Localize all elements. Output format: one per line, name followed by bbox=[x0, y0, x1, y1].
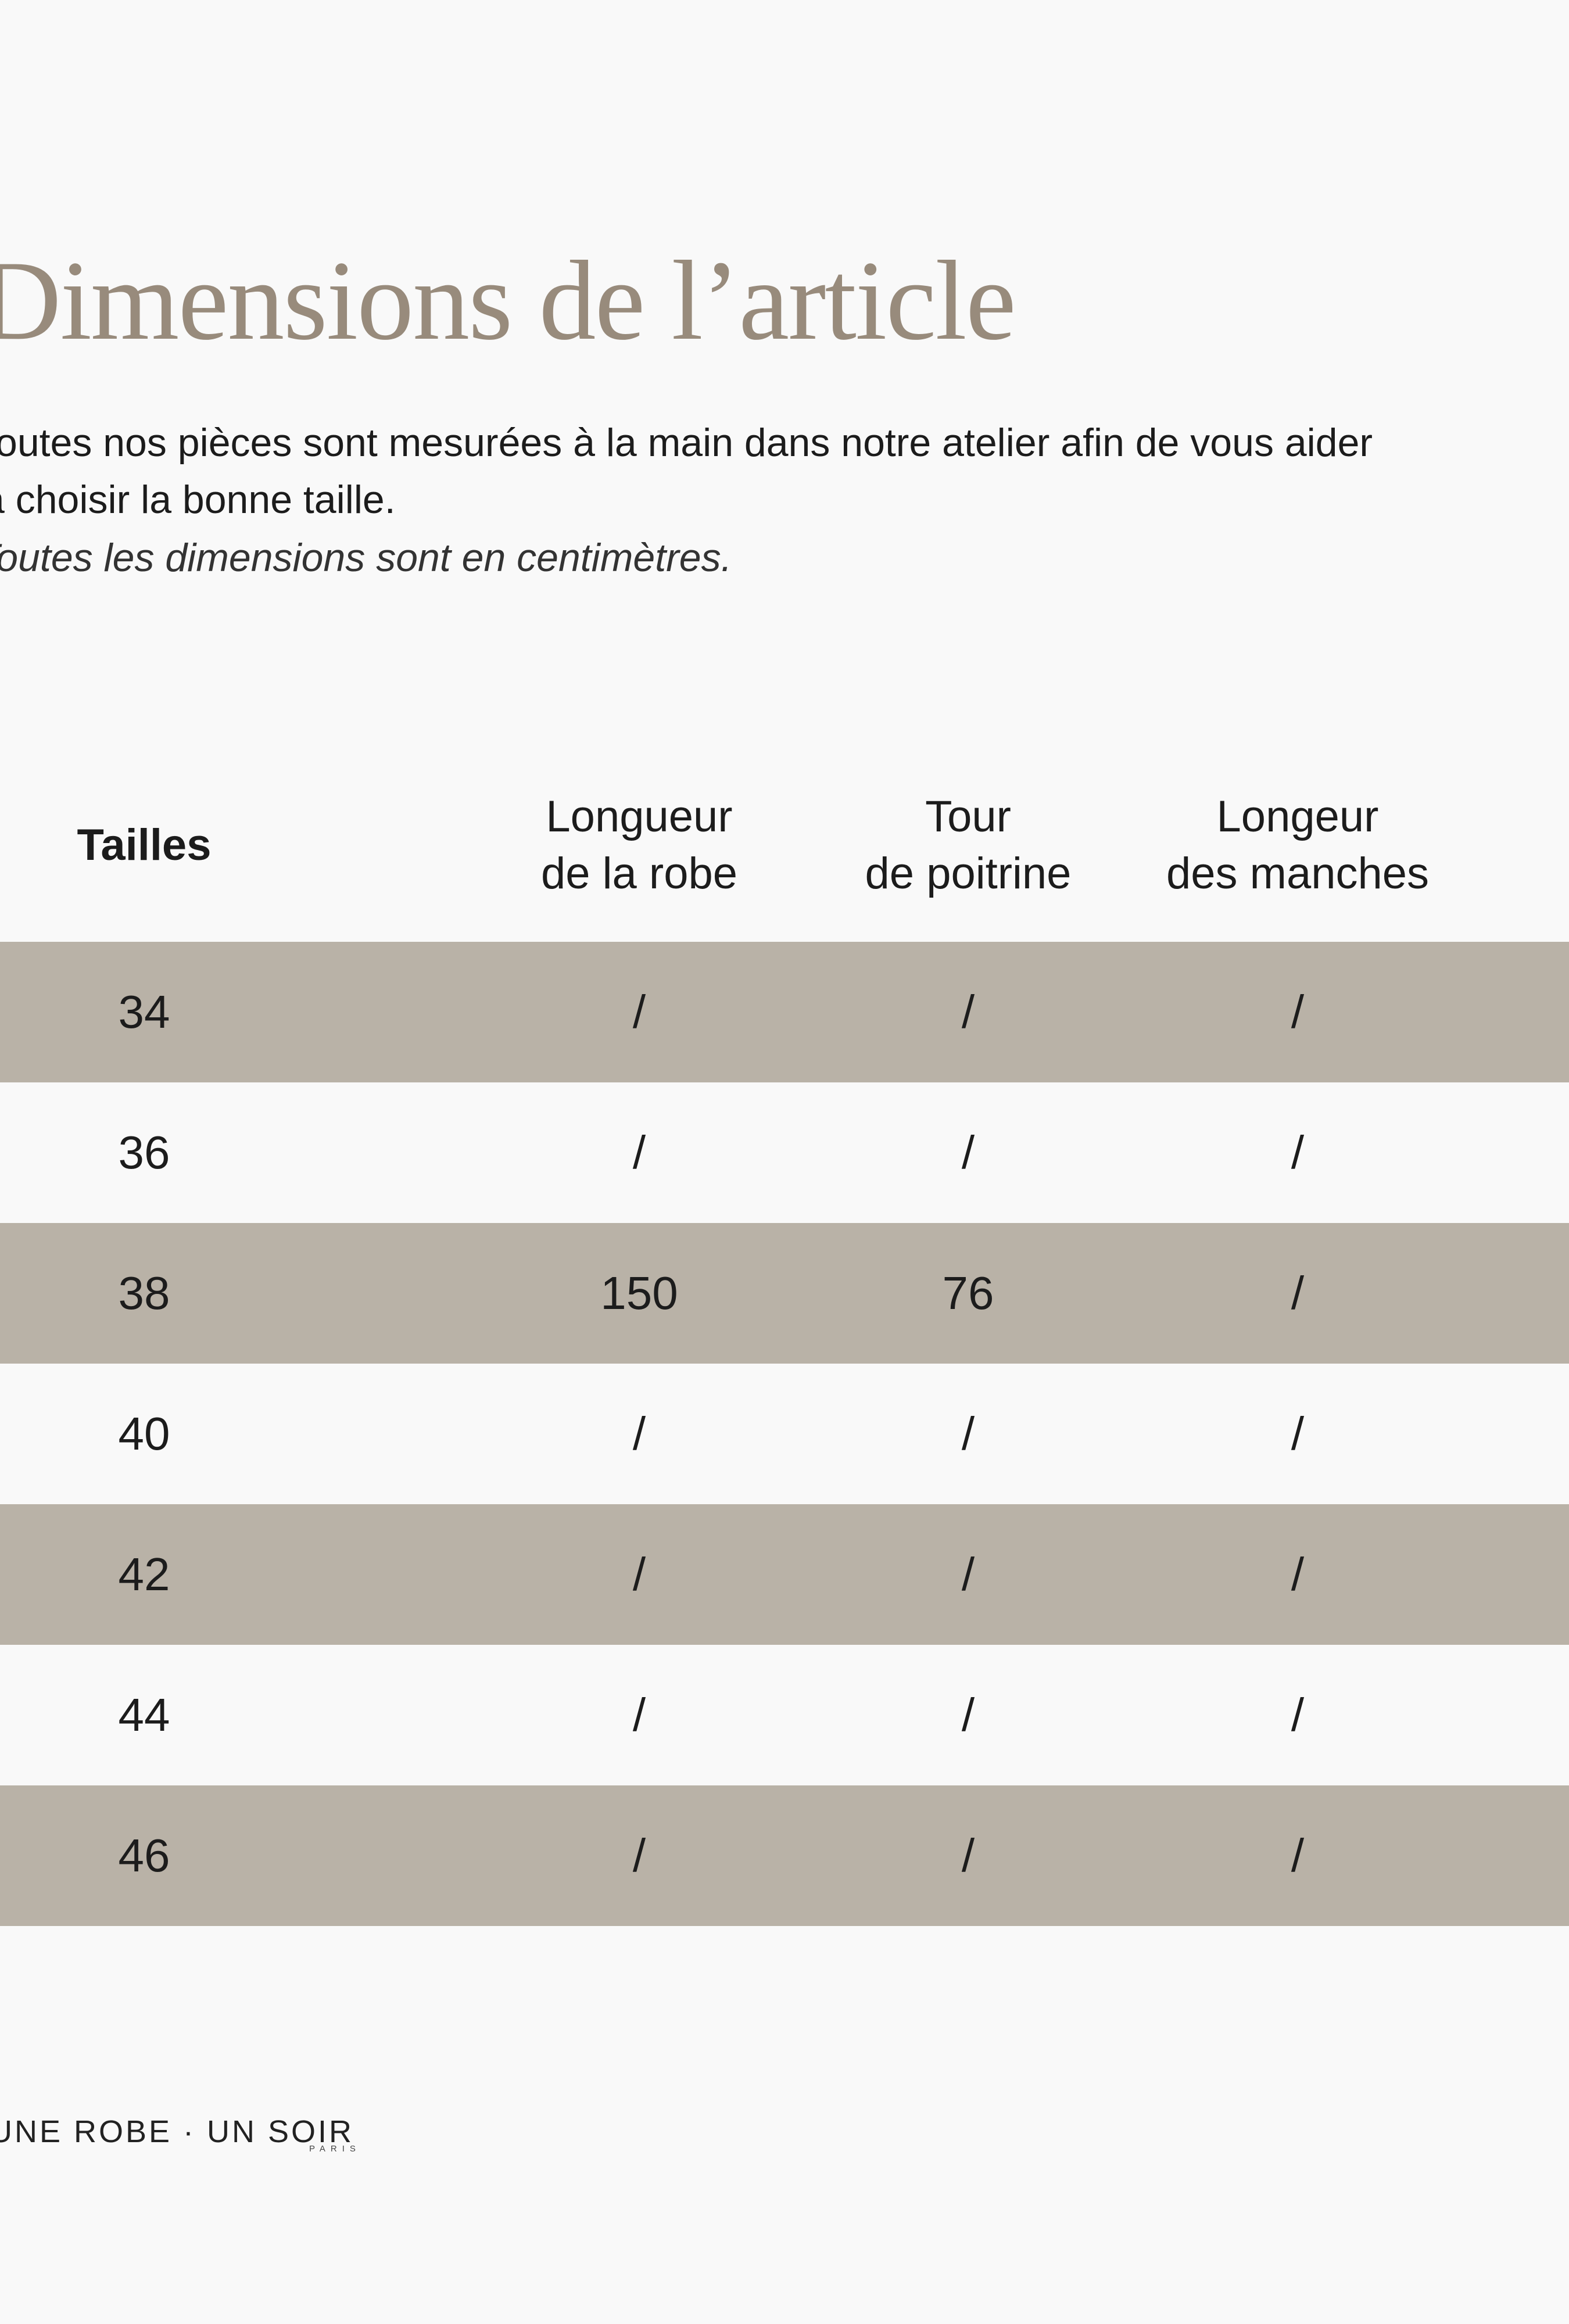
table-cell: / bbox=[961, 1548, 975, 1600]
table-cell: / bbox=[1291, 1267, 1305, 1319]
table-row: 44 / / / bbox=[0, 1645, 1569, 1785]
header-line: de la robe bbox=[540, 849, 738, 898]
header-line: Tailles bbox=[77, 820, 212, 870]
table-cell: / bbox=[1291, 1408, 1305, 1459]
table-cell: / bbox=[1291, 1830, 1305, 1881]
table-cell: / bbox=[632, 1127, 646, 1178]
header-line: Longeur bbox=[1216, 792, 1379, 841]
table-cell: / bbox=[632, 986, 646, 1038]
column-header: Longeur des manches bbox=[1166, 788, 1429, 902]
column-header: Tour de poitrine bbox=[865, 788, 1072, 902]
table-cell: / bbox=[961, 1830, 975, 1881]
header-line: des manches bbox=[1166, 849, 1430, 898]
table-cell: / bbox=[961, 986, 975, 1038]
column-header: Tailles bbox=[77, 817, 212, 874]
table-cell: 34 bbox=[118, 986, 170, 1038]
table-cell: / bbox=[632, 1830, 646, 1881]
intro-line: à choisir la bonne taille. bbox=[0, 478, 396, 522]
table-row: 40 / / / bbox=[0, 1364, 1569, 1504]
table-cell: / bbox=[1291, 986, 1305, 1038]
header-line: de poitrine bbox=[865, 849, 1072, 898]
intro-line: Toutes nos pièces sont mesurées à la mai… bbox=[0, 421, 1373, 465]
brand-logo: UNE ROBE · UN SOIR bbox=[0, 2114, 354, 2149]
table-cell: / bbox=[961, 1689, 975, 1741]
table-cell: 44 bbox=[118, 1689, 170, 1741]
brand-city: PARIS bbox=[309, 2144, 361, 2154]
table-row: 36 / / / bbox=[0, 1082, 1569, 1223]
table-row: 46 / / / bbox=[0, 1785, 1569, 1926]
table-row: 34 / / / bbox=[0, 942, 1569, 1082]
table-row: 38 150 76 / bbox=[0, 1223, 1569, 1364]
table-cell: 42 bbox=[118, 1548, 170, 1600]
table-cell: / bbox=[632, 1548, 646, 1600]
table-cell: / bbox=[961, 1408, 975, 1459]
table-cell: / bbox=[632, 1408, 646, 1459]
table-cell: / bbox=[1291, 1127, 1305, 1178]
table-cell: / bbox=[632, 1689, 646, 1741]
table-cell: / bbox=[1291, 1548, 1305, 1600]
table-cell: 76 bbox=[942, 1267, 994, 1319]
table-cell: / bbox=[1291, 1689, 1305, 1741]
header-line: Tour bbox=[925, 792, 1011, 841]
intro-note: Toutes les dimensions sont en centimètre… bbox=[0, 536, 732, 580]
page-title: Dimensions de l’article bbox=[0, 238, 1016, 364]
column-header: Longueur de la robe bbox=[541, 788, 737, 902]
header-line: Longueur bbox=[546, 792, 733, 841]
table-cell: 46 bbox=[118, 1830, 170, 1881]
table-row: 42 / / / bbox=[0, 1504, 1569, 1645]
table-cell: / bbox=[961, 1127, 975, 1178]
table-cell: 36 bbox=[118, 1127, 170, 1178]
table-cell: 150 bbox=[600, 1267, 678, 1319]
table-cell: 38 bbox=[118, 1267, 170, 1319]
table-cell: 40 bbox=[118, 1408, 170, 1459]
